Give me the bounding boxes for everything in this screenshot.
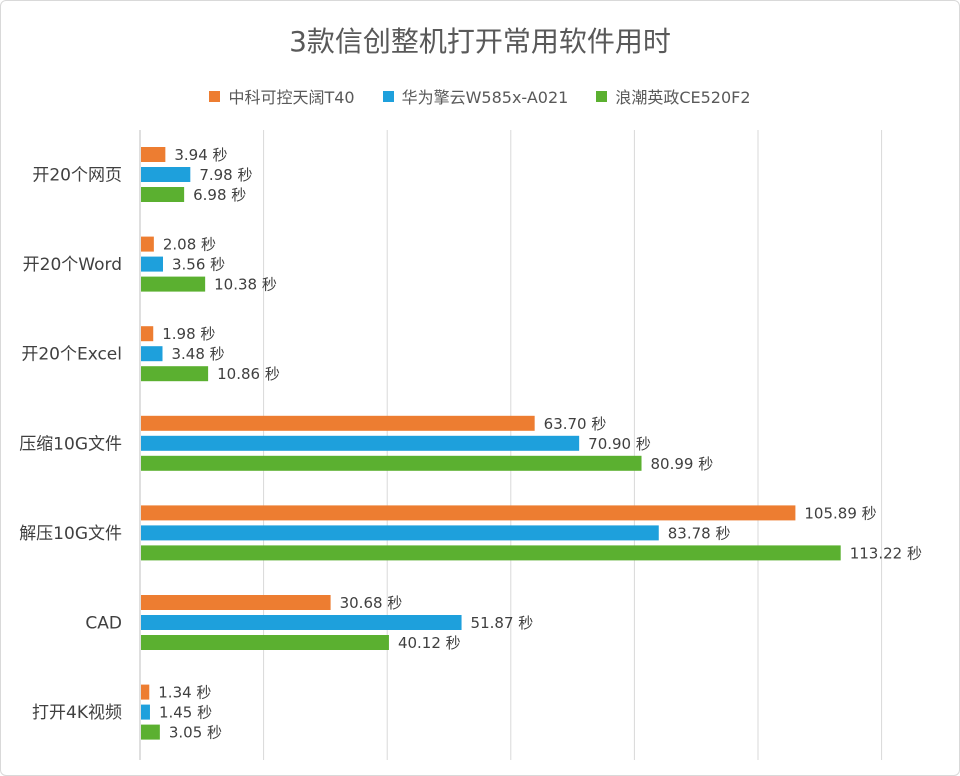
data-label: 63.70 秒 [544, 415, 607, 433]
legend-item-series-1: 中科可控天阔T40 [209, 84, 355, 108]
data-label: 105.89 秒 [804, 504, 876, 522]
bar [141, 346, 163, 362]
category-label: CAD [85, 614, 122, 634]
data-label: 7.98 秒 [199, 166, 252, 184]
bar [141, 455, 642, 471]
category-label: 开20个Word [23, 255, 122, 275]
data-label: 10.86 秒 [217, 365, 280, 383]
chart-title: 3款信创整机打开常用软件用时 [289, 25, 671, 58]
data-label: 1.98 秒 [162, 325, 215, 343]
data-label: 3.94 秒 [174, 146, 227, 164]
legend-label-series-3: 浪潮英政CE520F2 [615, 88, 751, 107]
legend-swatch-series-1 [209, 90, 221, 102]
bar [141, 635, 389, 650]
data-label: 80.99 秒 [651, 455, 714, 473]
legend-swatch-series-3 [596, 90, 608, 102]
bar [141, 366, 209, 382]
bar [141, 326, 154, 342]
bar [141, 505, 796, 521]
category-label: 解压10G文件 [19, 524, 122, 544]
bar [141, 615, 462, 630]
category-label: 打开4K视频 [32, 703, 122, 723]
bar [141, 187, 185, 202]
bar [141, 147, 166, 162]
data-label: 30.68 秒 [340, 594, 403, 612]
bar [141, 704, 150, 720]
data-label: 51.87 秒 [471, 614, 534, 632]
legend-label-series-2: 华为擎云W585x-A021 [401, 88, 569, 107]
bar [141, 684, 150, 700]
data-label: 10.38 秒 [214, 276, 277, 294]
category-label: 开20个Excel [21, 345, 122, 365]
bar [141, 415, 535, 431]
data-label: 2.08 秒 [163, 236, 216, 254]
data-label: 1.34 秒 [158, 684, 211, 702]
bar [141, 435, 580, 451]
legend-swatch-series-2 [382, 90, 394, 102]
legend-label-series-1: 中科可控天阔T40 [228, 88, 355, 107]
legend-item-series-2: 华为擎云W585x-A021 [382, 84, 569, 108]
bar [141, 276, 206, 292]
data-label: 6.98 秒 [193, 186, 246, 204]
bar [141, 167, 191, 182]
category-label: 压缩10G文件 [19, 434, 122, 454]
bar [141, 236, 154, 252]
data-label: 3.48 秒 [172, 345, 225, 363]
bar [141, 724, 160, 740]
data-label: 1.45 秒 [159, 704, 212, 722]
data-label: 83.78 秒 [668, 524, 731, 542]
data-label: 3.05 秒 [169, 724, 222, 742]
bar [141, 525, 659, 541]
legend: 中科可控天阔T40 华为擎云W585x-A021 浪潮英政CE520F2 [0, 84, 960, 108]
bar [141, 595, 331, 610]
legend-item-series-3: 浪潮英政CE520F2 [596, 84, 751, 108]
data-label: 40.12 秒 [398, 634, 461, 652]
data-label: 70.90 秒 [588, 435, 651, 453]
bar [141, 256, 164, 272]
bar [141, 545, 841, 561]
data-label: 113.22 秒 [850, 544, 922, 562]
category-label: 开20个网页 [32, 166, 122, 186]
data-label: 3.56 秒 [172, 256, 225, 274]
